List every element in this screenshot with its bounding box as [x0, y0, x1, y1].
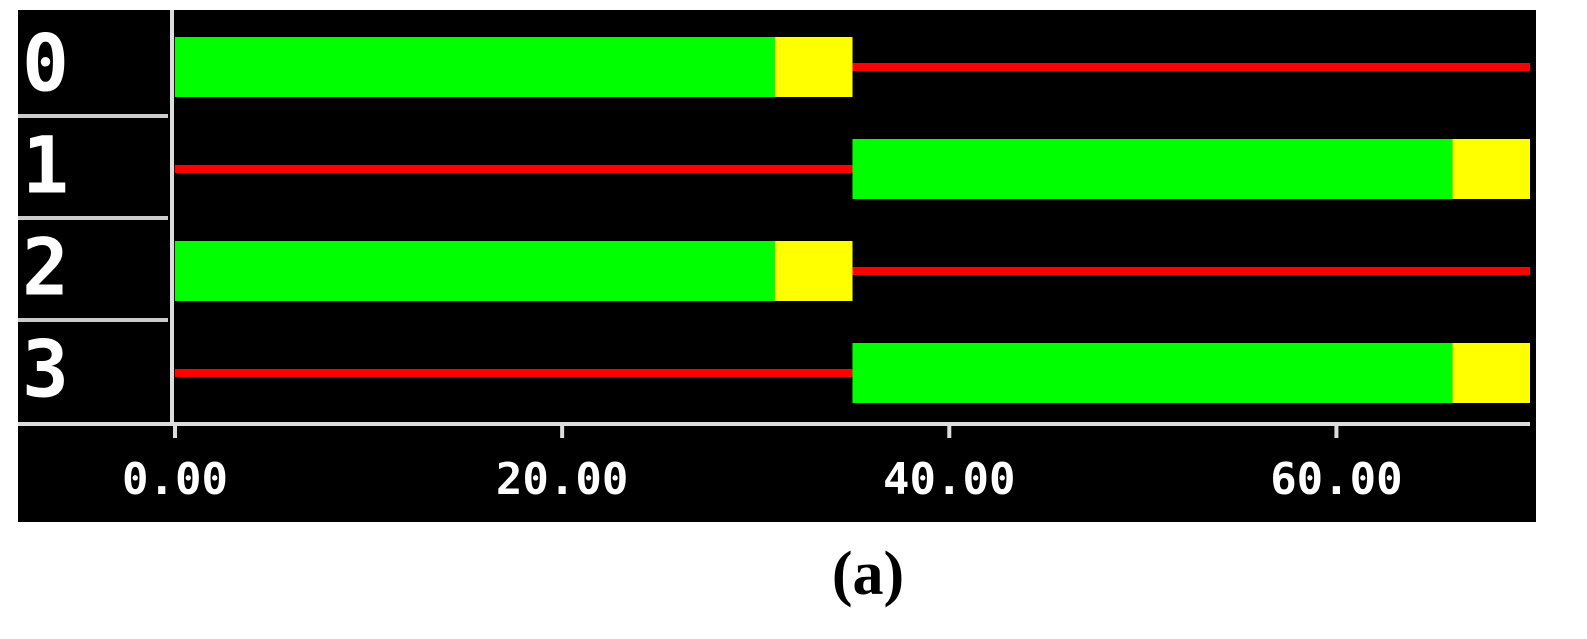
state-bar: [852, 343, 1453, 403]
state-line: [175, 369, 853, 377]
state-bar: [175, 241, 776, 301]
row-label: 2: [22, 223, 69, 313]
x-tick-label: 20.00: [496, 454, 628, 505]
row-label: 1: [22, 121, 69, 211]
caption: (a): [832, 540, 904, 608]
x-tick-label: 0.00: [122, 454, 228, 505]
state-bar: [1452, 139, 1530, 199]
state-line: [852, 63, 1530, 71]
x-tick-label: 60.00: [1270, 454, 1402, 505]
state-bar: [775, 37, 853, 97]
state-line: [852, 267, 1530, 275]
state-line: [175, 165, 853, 173]
row-label: 0: [22, 19, 69, 109]
state-bar: [1452, 343, 1530, 403]
state-bar: [852, 139, 1453, 199]
row-label: 3: [22, 325, 69, 415]
x-tick-label: 40.00: [883, 454, 1015, 505]
state-bar: [775, 241, 853, 301]
state-bar: [175, 37, 776, 97]
